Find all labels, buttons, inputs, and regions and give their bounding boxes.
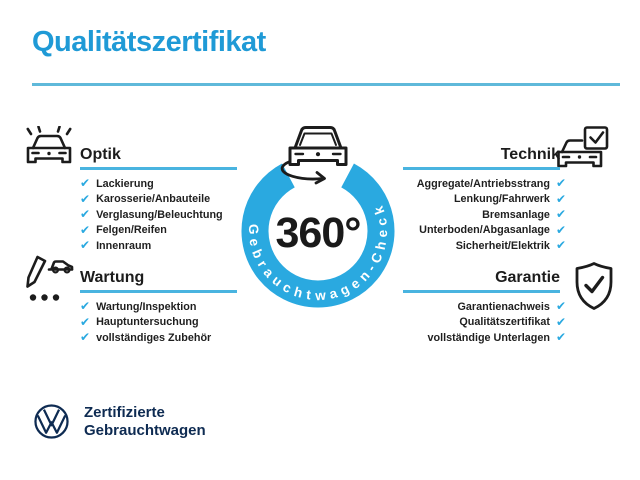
list-item: ✔ Lackierung	[80, 176, 154, 191]
list-item-label: Garantienachweis	[457, 300, 550, 313]
technik-checklist: Aggregate/Antriebsstrang ✔ Lenkung/Fahrwe…	[356, 176, 566, 253]
check-icon: ✔	[80, 330, 91, 345]
list-item: ✔ Felgen/Reifen	[80, 222, 167, 237]
list-item-label: Aggregate/Antriebsstrang	[416, 177, 550, 190]
list-item: Sicherheit/Elektrik ✔	[455, 238, 566, 253]
list-item: ✔ Hauptuntersuchung	[80, 314, 199, 329]
brand-lockup: Zertifizierte Gebrauchtwagen	[84, 404, 206, 440]
brand-line1: Zertifizierte	[84, 404, 165, 421]
check-icon: ✔	[555, 176, 566, 191]
section-divider-garantie	[403, 290, 560, 293]
brand-line2: Gebrauchtwagen	[84, 422, 206, 439]
list-item: Qualitätszertifikat ✔	[459, 314, 566, 329]
section-divider-optik	[80, 167, 237, 170]
list-item: Lenkung/Fahrwerk ✔	[453, 191, 566, 206]
list-item: Aggregate/Antriebsstrang ✔	[416, 176, 566, 191]
list-item-label: Lackierung	[96, 177, 154, 190]
check-icon: ✔	[80, 191, 91, 206]
check-icon: ✔	[555, 191, 566, 206]
section-heading-garantie: Garantie	[495, 269, 560, 286]
list-item: ✔ Karosserie/Anbauteile	[80, 191, 211, 206]
list-item-label: Unterboden/Abgasanlage	[419, 224, 550, 237]
section-heading-wartung: Wartung	[80, 269, 145, 286]
check-icon: ✔	[555, 238, 566, 253]
list-item-label: Lenkung/Fahrwerk	[453, 193, 550, 206]
section-divider-technik	[403, 167, 560, 170]
list-item-label: Innenraum	[96, 239, 152, 252]
list-item-label: Sicherheit/Elektrik	[455, 239, 550, 252]
ring-arc	[241, 163, 395, 308]
list-item-label: Verglasung/Beleuchtung	[96, 208, 223, 221]
list-item-label: Wartung/Inspektion	[96, 300, 197, 313]
360-check-ring: Gebrauchtwagen-Check 360°	[241, 163, 395, 308]
check-icon: ✔	[80, 207, 91, 222]
list-item: ✔ Wartung/Inspektion	[80, 299, 197, 314]
list-item-label: Qualitätszertifikat	[459, 316, 550, 329]
degree-label: 360°	[276, 209, 361, 257]
check-icon: ✔	[80, 176, 91, 191]
check-icon: ✔	[555, 314, 566, 329]
car-360-rotate-icon	[280, 126, 348, 185]
list-item: vollständige Unterlagen ✔	[427, 330, 566, 345]
list-item-label: Hauptuntersuchung	[96, 316, 199, 329]
list-item: Bremsanlage ✔	[482, 207, 566, 222]
check-icon: ✔	[80, 299, 91, 314]
list-item: ✔ Verglasung/Beleuchtung	[80, 207, 223, 222]
list-item-label: Bremsanlage	[482, 208, 550, 221]
list-item-label: Felgen/Reifen	[96, 224, 167, 237]
list-item: Garantienachweis ✔	[457, 299, 566, 314]
garantie-checklist: Garantienachweis ✔ Qualitätszertifikat ✔ v…	[356, 299, 566, 345]
check-icon: ✔	[80, 314, 91, 329]
list-item-label: vollständiges Zubehör	[96, 331, 212, 344]
check-icon: ✔	[555, 222, 566, 237]
vw-logo	[34, 404, 69, 439]
section-heading-optik: Optik	[80, 146, 121, 163]
optik-checklist: ✔ Lackierung ✔ Karosserie/Anbauteile ✔ Verg…	[80, 176, 223, 253]
page-title: Qualitätszertifikat	[32, 26, 266, 58]
section-heading-technik: Technik	[500, 146, 560, 163]
check-icon: ✔	[555, 299, 566, 314]
pencil-checklist-car-icon	[26, 255, 74, 301]
wartung-checklist: ✔ Wartung/Inspektion ✔ Hauptuntersuchung ✔…	[80, 299, 212, 345]
list-item: Unterboden/Abgasanlage ✔	[419, 222, 566, 237]
list-item-label: vollständige Unterlagen	[427, 331, 550, 344]
car-shine-icon	[26, 126, 72, 164]
check-icon: ✔	[555, 330, 566, 345]
shield-check-icon	[575, 262, 613, 310]
title-divider	[32, 83, 620, 86]
list-item-label: Karosserie/Anbauteile	[96, 193, 211, 206]
section-divider-wartung	[80, 290, 237, 293]
list-item: ✔ Innenraum	[80, 238, 152, 253]
check-icon: ✔	[80, 222, 91, 237]
check-icon: ✔	[80, 238, 91, 253]
car-checkbox-icon	[557, 126, 609, 168]
check-icon: ✔	[555, 207, 566, 222]
list-item: ✔ vollständiges Zubehör	[80, 330, 212, 345]
